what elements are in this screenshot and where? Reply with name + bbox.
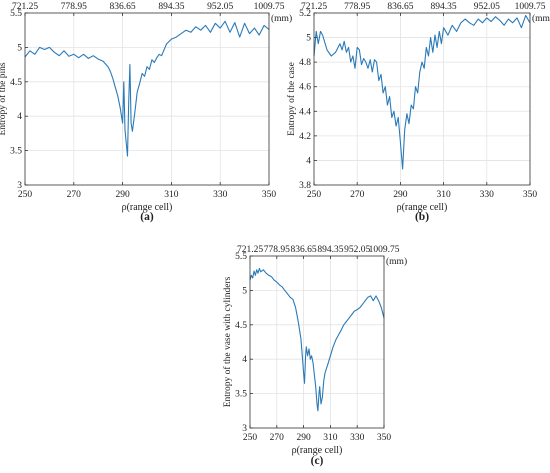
y-tick-label: 4 [242,355,247,365]
top-tick-label: 778.95 [344,2,370,12]
chart-3: 250 270 290 310 330 350 721.25 778.95 836.65 894.… [222,245,407,467]
plot-frame [24,12,270,186]
y-tick-label: 4.2 [299,132,311,142]
top-tick-label: 836.65 [387,2,413,12]
x-tick-label: 350 [377,433,392,443]
y-tick-label: 3.5 [10,147,22,157]
panel-caption: (b) [415,211,429,223]
panel-caption: (c) [311,455,324,467]
top-tick-label: 894.35 [317,245,343,255]
y-tick-label: 4.8 [299,58,311,68]
x-tick-label: 330 [213,190,228,200]
x-tick-label: 290 [115,190,130,200]
y-tick-label: 4.5 [235,321,247,331]
top-tick-label: 836.65 [291,245,317,255]
top-tick-label: 894.35 [431,2,457,12]
chart-2: 250 270 290 310 330 350 721.25 778.95 836.65 894.… [286,2,550,223]
y-tick-label: 4 [306,156,311,166]
x-tick-label: 290 [393,190,408,200]
x-tick-label: 250 [18,190,33,200]
top-tick-label: 952.05 [344,245,370,255]
x-axis-label: ρ(range cell) [122,202,173,213]
top-tick-label: 778.95 [264,245,290,255]
panel-caption: (a) [140,211,154,223]
x-tick-label: 330 [350,433,365,443]
top-tick-label: 721.25 [237,245,263,255]
x-tick-label: 350 [523,190,538,200]
x-axis-label: ρ(range cell) [292,445,343,456]
top-tick-label: 952.05 [207,2,233,12]
x-tick-label: 310 [323,433,338,443]
y-tick-label: 3.8 [299,181,311,191]
top-tick-label: 952.05 [474,2,500,12]
y-axis-label: Entropy of the vase with cylinders [222,276,233,407]
y-tick-label: 4 [17,112,22,122]
y-tick-label: 3 [242,424,247,434]
y-tick-label: 3 [17,181,22,191]
y-axis-label: Entropy of the case [286,62,297,136]
top-tick-label: 894.35 [158,2,184,12]
y-tick-label: 5.5 [10,9,22,19]
series-line [24,20,270,157]
top-tick-label: 1009.75 [515,2,546,12]
plot-frame [249,255,385,429]
plot-frame [313,12,531,186]
top-axis-unit: (mm) [386,256,407,267]
top-tick-label: 1009.75 [369,245,400,255]
y-tick-label: 4.4 [299,107,311,117]
top-axis-unit: (mm) [271,13,292,24]
x-tick-label: 270 [350,190,365,200]
x-tick-label: 310 [164,190,179,200]
x-tick-label: 310 [436,190,451,200]
top-axis-unit: (mm) [532,13,550,24]
top-tick-label: 836.65 [110,2,136,12]
y-tick-label: 4.6 [299,83,311,93]
y-tick-label: 5 [306,34,311,44]
top-tick-label: 721.25 [12,2,38,12]
chart-1: 250 270 290 310 330 350 721.25 778.95 836.65 894.… [0,2,292,223]
top-tick-label: 778.95 [61,2,87,12]
y-tick-label: 4.5 [10,78,22,88]
x-tick-label: 270 [67,190,82,200]
series-line [313,14,531,170]
y-tick-label: 5 [17,43,22,53]
x-tick-label: 330 [480,190,495,200]
y-tick-label: 5 [242,286,247,296]
y-tick-label: 5.2 [299,9,311,19]
series-line [249,267,385,412]
x-tick-label: 270 [270,433,285,443]
x-tick-label: 250 [307,190,322,200]
x-tick-label: 250 [243,433,258,443]
top-tick-label: 721.25 [301,2,327,12]
top-tick-label: 1009.75 [254,2,285,12]
x-tick-label: 290 [296,433,311,443]
y-tick-label: 3.5 [235,390,247,400]
x-tick-label: 350 [262,190,277,200]
y-axis-label: Entropy of the pins [0,62,8,135]
y-tick-label: 5.5 [235,252,247,262]
x-axis-label: ρ(range cell) [397,202,448,213]
